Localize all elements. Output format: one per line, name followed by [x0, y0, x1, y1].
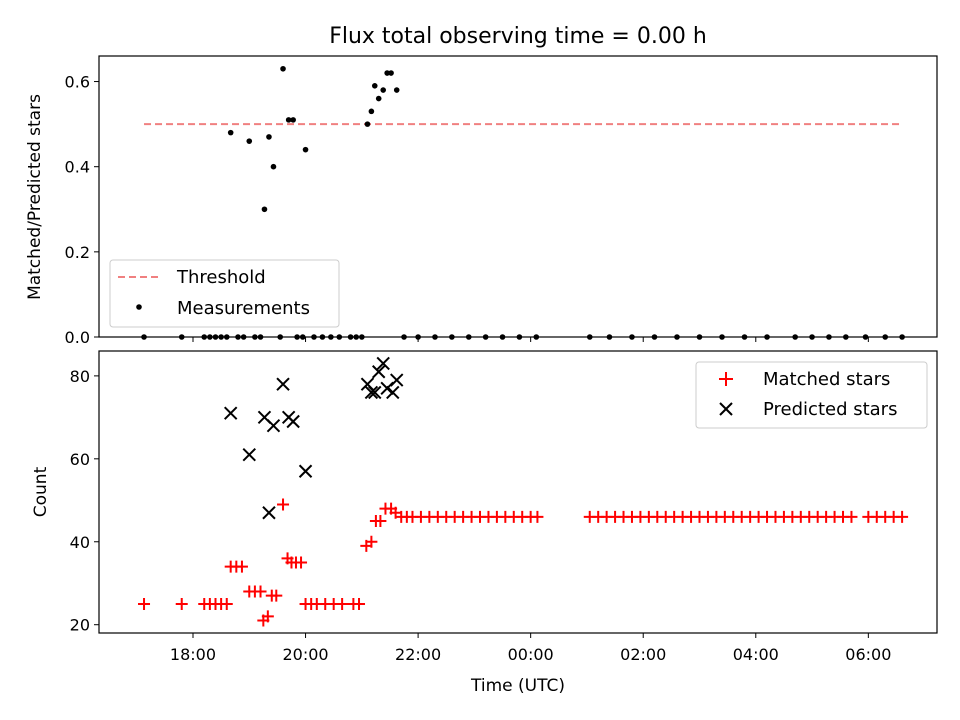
ratio-panel: 0.0 0.2 0.4 0.6 Matched/Predicted stars Thr…: [25, 55, 938, 347]
x-axis-label: Time (UTC): [470, 676, 565, 696]
count-panel: 20 40 60 80 18:00 20:00 22:00 00:00 02:00 04:00 06…: [31, 350, 938, 696]
legend-measurements-swatch: [136, 304, 142, 310]
matched-star-point: [353, 597, 366, 610]
predicted-star-point: [298, 464, 313, 478]
predicted-star-point: [262, 506, 276, 520]
matched-star-point: [336, 597, 349, 610]
predicted-star-point: [364, 385, 379, 400]
measurement-point: [371, 83, 378, 89]
count-legend-box: [695, 361, 928, 429]
predicted-star-point: [376, 356, 390, 371]
predicted-star-point: [242, 447, 256, 462]
matched-star-point: [277, 498, 290, 511]
matched-star-point: [261, 610, 274, 623]
measurement-point: [302, 146, 309, 153]
legend-threshold-label: Threshold: [176, 267, 266, 288]
matched-star-point: [254, 585, 267, 598]
legend-measurements-label: Measurements: [177, 298, 310, 319]
matched-star-point: [845, 510, 858, 523]
count-legend: Matched stars Predicted stars: [695, 361, 928, 429]
measurement-point: [261, 206, 268, 213]
measurement-point: [384, 70, 390, 76]
measurement-point: [375, 95, 382, 102]
predicted-star-point: [266, 418, 281, 433]
x-tick-label: 02:00: [620, 645, 666, 664]
x-tick-label: 22:00: [395, 645, 441, 664]
predicted-star-point: [276, 377, 290, 391]
measurement-point: [270, 163, 277, 170]
count-ytick-label: 60: [70, 450, 90, 469]
matched-star-point: [896, 510, 909, 523]
measurement-point: [364, 121, 371, 127]
matched-star-point: [270, 589, 283, 602]
measurement-point: [266, 134, 272, 140]
measurement-point: [280, 65, 286, 72]
measurement-point: [290, 117, 296, 123]
measurement-point: [388, 70, 394, 76]
x-tick-label: 06:00: [845, 645, 891, 664]
chart-title: Flux total observing time = 0.00 h: [329, 24, 707, 49]
ratio-ytick-label: 0.6: [65, 73, 90, 92]
legend-predicted-swatch: [719, 402, 733, 416]
ratio-y-axis-label: Matched/Predicted stars: [25, 94, 45, 300]
predicted-star-point: [368, 385, 382, 400]
legend-matched-label: Matched stars: [763, 369, 890, 390]
legend-predicted-label: Predicted stars: [763, 399, 897, 420]
count-ytick-label: 80: [70, 367, 90, 386]
ratio-plot-frame: [98, 55, 938, 338]
matched-star-point: [175, 597, 188, 610]
count-plot-frame: [98, 350, 938, 634]
matched-star-point: [365, 535, 378, 548]
legend-matched-swatch: [719, 372, 733, 386]
matched-star-point: [220, 597, 233, 610]
measurement-point: [380, 87, 387, 93]
ratio-ytick-label: 0.0: [65, 328, 90, 347]
ratio-legend: Threshold Measurements: [109, 259, 340, 328]
ratio-legend-box: [109, 259, 340, 328]
count-ytick-label: 40: [70, 533, 90, 552]
x-tick-label: 00:00: [508, 645, 554, 664]
measurement-point: [368, 108, 375, 115]
measurement-point: [393, 87, 400, 93]
predicted-star-point: [390, 373, 404, 387]
x-tick-label: 20:00: [282, 645, 328, 664]
predicted-star-point: [223, 406, 238, 420]
ratio-ytick-label: 0.2: [65, 243, 90, 262]
count-y-axis-label: Count: [31, 466, 51, 517]
matched-star-point: [235, 560, 248, 573]
predicted-star-point: [372, 365, 386, 379]
predicted-star-point: [286, 414, 300, 429]
matched-star-point: [531, 510, 544, 523]
x-tick-label: 18:00: [170, 645, 216, 664]
measurement-point: [227, 129, 234, 136]
x-tick-label: 04:00: [733, 645, 779, 664]
matched-star-point: [374, 515, 387, 528]
matched-star-point: [295, 556, 308, 569]
matched-star-point: [138, 597, 151, 610]
measurement-point: [285, 117, 292, 123]
measurement-point: [246, 138, 253, 144]
ratio-ytick-label: 0.4: [65, 158, 90, 177]
count-ytick-label: 20: [70, 616, 90, 635]
predicted-star-point: [386, 385, 400, 400]
